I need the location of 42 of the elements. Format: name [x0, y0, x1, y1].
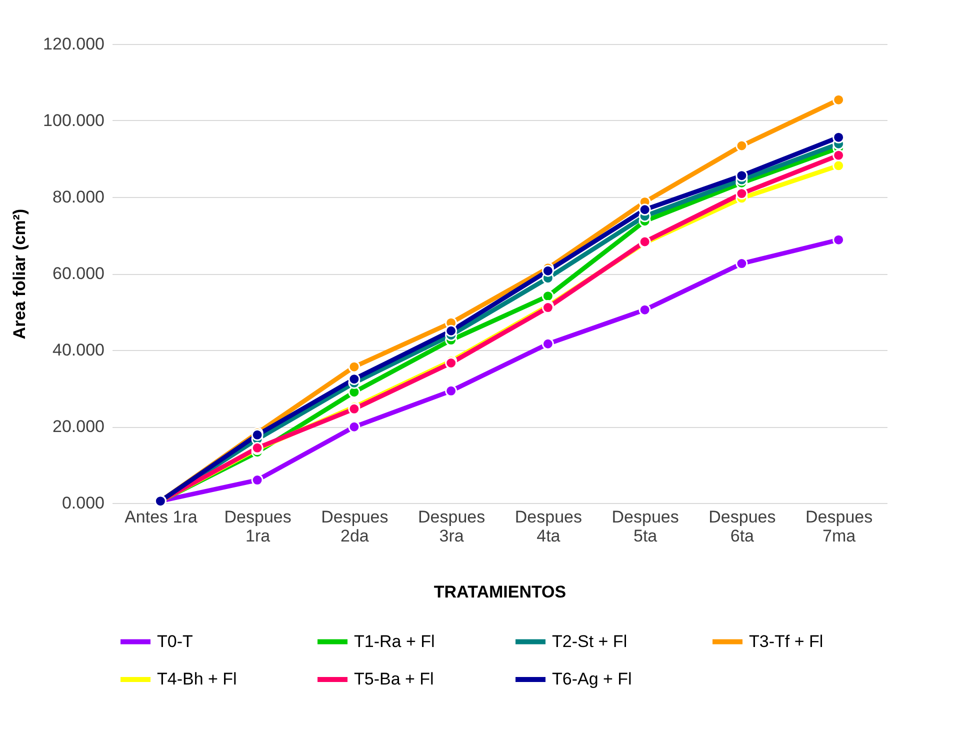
x-tick-label: Despues 1ra [224, 508, 292, 546]
legend-label: T1-Ra + Fl [354, 632, 435, 651]
legend-label: T2-St + Fl [552, 632, 628, 651]
point [445, 384, 458, 397]
y-tick-label: 20.000 [52, 417, 104, 436]
x-axis-title: TRATAMIENTOS [434, 582, 566, 602]
point [832, 94, 845, 106]
y-axis-title: Area foliar (cm²) [10, 208, 30, 340]
y-tick-label: 40.000 [52, 340, 104, 360]
x-tick-label: Despues 7ma [806, 508, 873, 546]
point [348, 360, 360, 373]
point [638, 204, 651, 216]
y-tick-label: 80.000 [52, 188, 104, 206]
point [445, 324, 458, 337]
legend-label: T5-Ba + Fl [354, 670, 434, 688]
point [542, 338, 554, 350]
legend-label: T0-T [157, 632, 193, 651]
legend-label: T4-Bh + Fl [157, 670, 237, 688]
point [832, 131, 845, 144]
y-tick-label: 120.000 [43, 34, 104, 54]
x-tick-label: Antes 1ra [124, 508, 198, 526]
y-tick-label: 100.000 [43, 111, 104, 130]
point [736, 140, 748, 152]
y-tick-label: 0.000 [62, 494, 104, 512]
x-tick-label: Despues 5ta [612, 508, 679, 546]
point [736, 170, 748, 182]
point [638, 304, 651, 316]
point [832, 234, 845, 246]
legend-label: T6-Ag + Fl [552, 670, 632, 688]
x-tick-label: Despues 2da [321, 508, 388, 546]
point [542, 264, 554, 277]
point [348, 373, 360, 386]
point [736, 188, 748, 200]
point [542, 290, 554, 302]
x-tick-label: Despues 3ra [418, 508, 486, 546]
y-tick-label: 60.000 [52, 264, 104, 283]
point [832, 160, 845, 172]
point [832, 149, 845, 162]
legend-label: T3-Tf + Fl [749, 632, 824, 651]
point [348, 420, 360, 433]
x-tick-label: Despues 6ta [708, 508, 776, 546]
x-tick-label: Despues 4ta [514, 508, 582, 546]
